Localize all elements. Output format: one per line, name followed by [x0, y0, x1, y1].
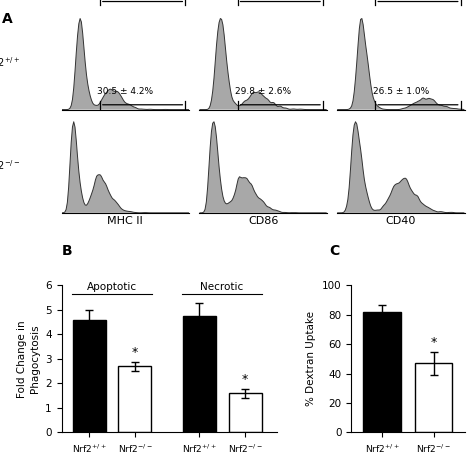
Y-axis label: % Dextran Uptake: % Dextran Uptake [306, 312, 316, 406]
Text: 30.5 ± 4.2%: 30.5 ± 4.2% [97, 87, 154, 96]
Text: Apoptotic: Apoptotic [87, 282, 137, 292]
Bar [415, 363, 452, 432]
X-axis label: CD40: CD40 [385, 216, 416, 226]
Text: *: * [132, 346, 138, 359]
Bar [364, 312, 401, 432]
X-axis label: CD86: CD86 [248, 216, 278, 226]
Y-axis label: Nrf2$^{+/+}$: Nrf2$^{+/+}$ [0, 55, 20, 69]
Bar [118, 366, 152, 432]
X-axis label: MHC II: MHC II [108, 216, 143, 226]
Text: *: * [242, 373, 248, 386]
Text: 26.5 ± 1.0%: 26.5 ± 1.0% [373, 87, 429, 96]
Text: C: C [329, 244, 340, 258]
Text: B: B [62, 244, 72, 258]
Y-axis label: Fold Change in
Phagocytosis: Fold Change in Phagocytosis [17, 320, 40, 398]
Text: 29.8 ± 2.6%: 29.8 ± 2.6% [235, 87, 291, 96]
Bar [228, 393, 262, 432]
Text: Necrotic: Necrotic [201, 282, 244, 292]
Text: A: A [2, 12, 13, 26]
Bar [182, 316, 216, 432]
Bar [73, 320, 106, 432]
Y-axis label: Nrf2$^{-/-}$: Nrf2$^{-/-}$ [0, 158, 20, 172]
Text: *: * [430, 336, 437, 349]
